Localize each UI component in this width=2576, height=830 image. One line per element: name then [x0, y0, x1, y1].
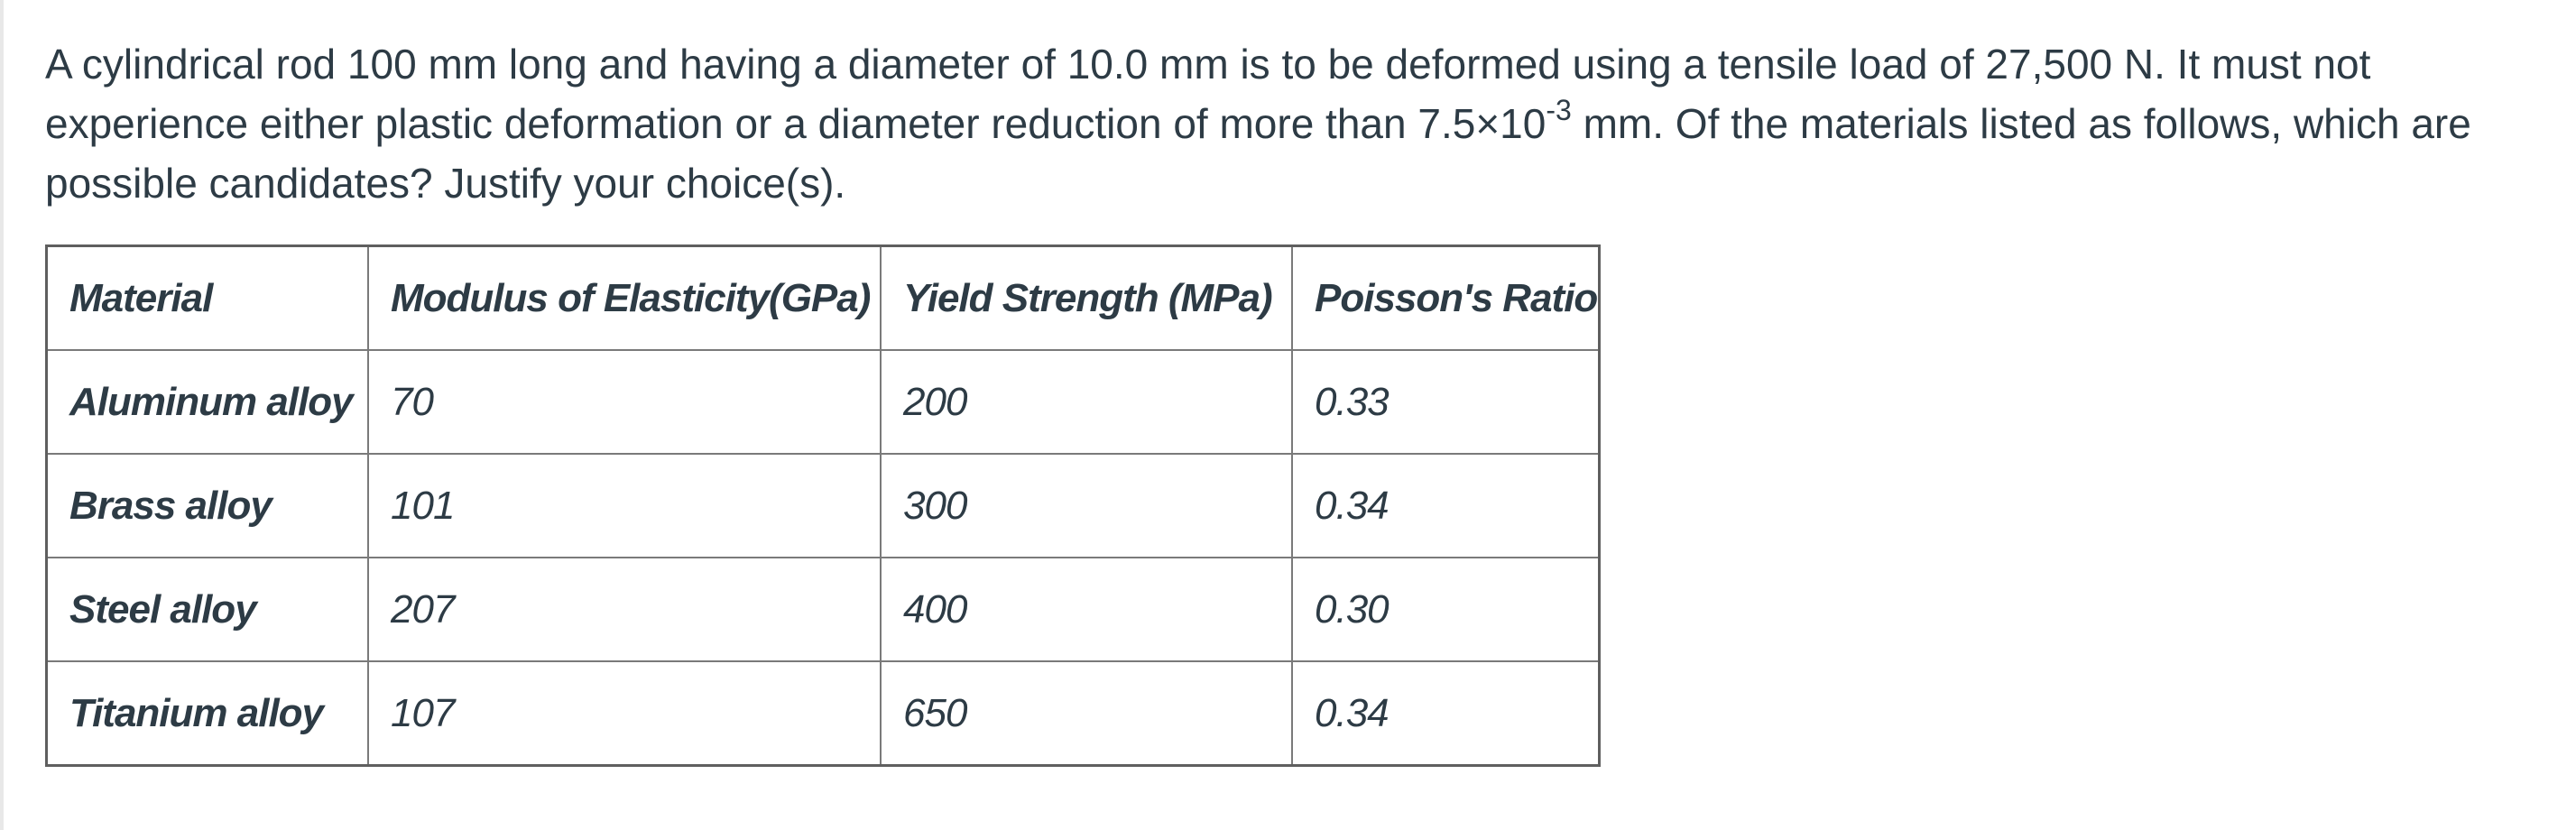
material-name: Titanium alloy — [45, 660, 369, 767]
header-poissons-ratio: Poisson's Ratio — [1291, 244, 1601, 351]
table-row: Titanium alloy 107 650 0.34 — [45, 660, 1601, 767]
material-properties-table: Material Modulus of Elasticity(GPa) Yiel… — [45, 244, 1601, 767]
question-text-part1: A cylindrical rod 100 mm long and having… — [45, 41, 2371, 147]
material-name: Brass alloy — [45, 453, 369, 558]
modulus-value: 101 — [367, 453, 882, 558]
question-exponent: -3 — [1546, 93, 1572, 126]
material-name: Aluminum alloy — [45, 349, 369, 455]
table-row: Steel alloy 207 400 0.30 — [45, 557, 1601, 662]
poissons-ratio-value: 0.33 — [1291, 349, 1601, 455]
modulus-value: 107 — [367, 660, 882, 767]
yield-strength-value: 400 — [880, 557, 1293, 662]
question-text-part2: mm. Of the materials listed as follows, … — [45, 100, 2471, 207]
header-material: Material — [45, 244, 369, 351]
poissons-ratio-value: 0.34 — [1291, 453, 1601, 558]
modulus-value: 207 — [367, 557, 882, 662]
yield-strength-value: 650 — [880, 660, 1293, 767]
poissons-ratio-value: 0.30 — [1291, 557, 1601, 662]
material-name: Steel alloy — [45, 557, 369, 662]
header-modulus: Modulus of Elasticity(GPa) — [367, 244, 882, 351]
left-border — [0, 0, 4, 830]
modulus-value: 70 — [367, 349, 882, 455]
poissons-ratio-value: 0.34 — [1291, 660, 1601, 767]
table-row: Brass alloy 101 300 0.34 — [45, 453, 1601, 558]
question-text: A cylindrical rod 100 mm long and having… — [45, 34, 2562, 213]
yield-strength-value: 300 — [880, 453, 1293, 558]
yield-strength-value: 200 — [880, 349, 1293, 455]
header-yield-strength: Yield Strength (MPa) — [880, 244, 1293, 351]
table-header-row: Material Modulus of Elasticity(GPa) Yiel… — [45, 244, 1601, 351]
table-row: Aluminum alloy 70 200 0.33 — [45, 349, 1601, 455]
